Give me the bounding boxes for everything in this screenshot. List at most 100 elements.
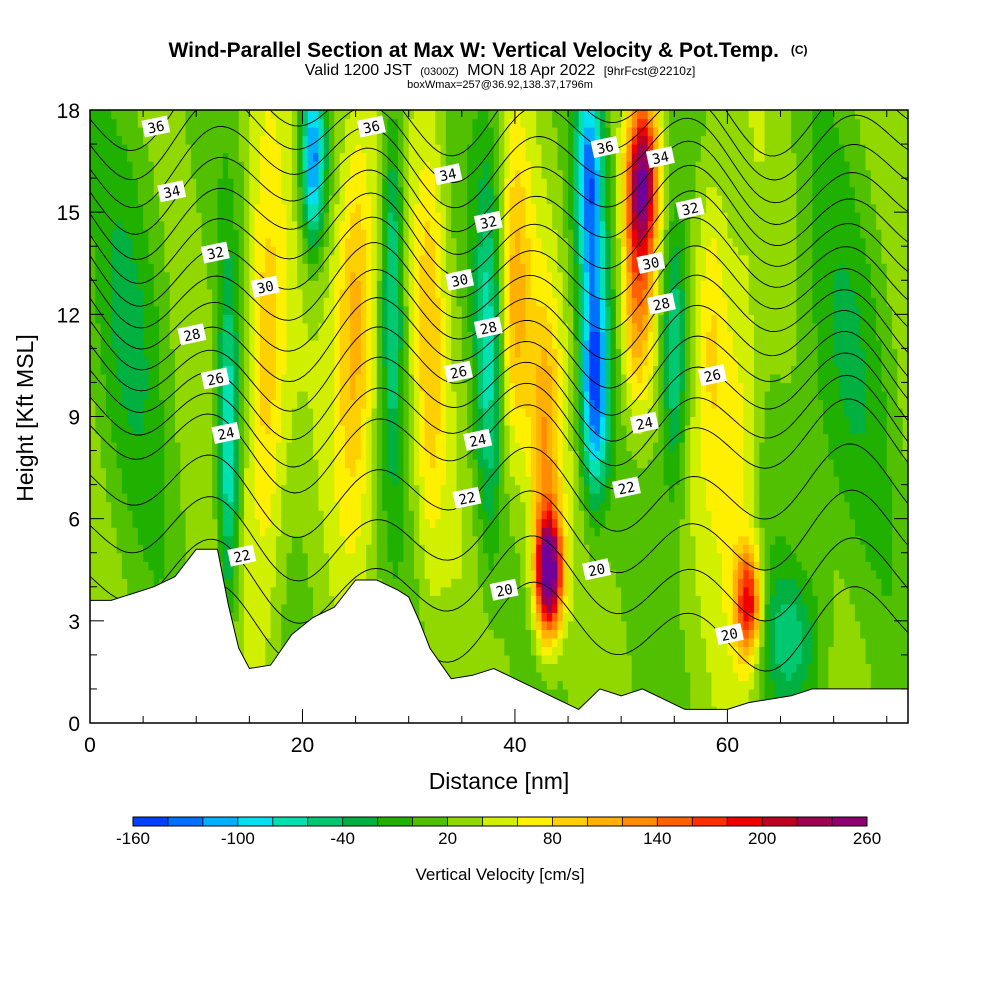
velocity-cell (222, 229, 229, 239)
velocity-cell (429, 356, 436, 367)
velocity-cell (376, 493, 383, 503)
velocity-cell (127, 356, 134, 367)
velocity-cell (424, 595, 431, 605)
velocity-cell (190, 425, 197, 435)
velocity-cell (281, 237, 288, 247)
velocity-cell (313, 331, 319, 341)
velocity-cell (302, 254, 309, 264)
velocity-cell (451, 186, 458, 196)
velocity-cell (339, 442, 346, 452)
velocity-cell (164, 467, 171, 477)
velocity-cell (222, 399, 229, 409)
velocity-cell (398, 484, 404, 494)
velocity-cell (143, 569, 150, 579)
velocity-cell (350, 544, 357, 554)
velocity-cell (414, 110, 420, 120)
velocity-cell (228, 254, 235, 264)
velocity-cell (398, 152, 404, 162)
velocity-cell (387, 229, 394, 239)
velocity-cell (291, 229, 298, 239)
velocity-cell (196, 118, 203, 128)
velocity-cell (382, 552, 389, 562)
velocity-cell (398, 382, 404, 392)
velocity-cell (398, 433, 404, 443)
velocity-cell (265, 484, 272, 494)
velocity-cell (355, 399, 362, 409)
velocity-cell (451, 433, 458, 443)
velocity-cell (159, 552, 165, 562)
velocity-cell (185, 484, 192, 494)
velocity-cell (334, 152, 341, 162)
velocity-cell (281, 110, 288, 120)
velocity-cell (366, 237, 373, 247)
velocity-cell (313, 373, 319, 384)
velocity-cell (127, 178, 134, 188)
velocity-cell (376, 186, 383, 196)
velocity-cell (371, 331, 378, 341)
velocity-cell (387, 144, 394, 154)
velocity-cell (297, 297, 304, 307)
velocity-cell (424, 501, 431, 511)
velocity-cell (201, 195, 208, 205)
velocity-cell (429, 288, 436, 298)
velocity-cell (105, 510, 112, 520)
velocity-cell (392, 271, 399, 281)
velocity-cell (350, 510, 357, 520)
velocity-cell (445, 603, 452, 613)
velocity-cell (212, 510, 219, 520)
velocity-cell (302, 586, 309, 596)
velocity-cell (254, 161, 261, 171)
velocity-cell (116, 467, 123, 477)
velocity-cell (318, 552, 325, 562)
velocity-cell (371, 527, 378, 537)
velocity-cell (318, 127, 325, 137)
velocity-cell (376, 178, 383, 188)
velocity-cell (121, 135, 128, 145)
velocity-cell (259, 442, 266, 452)
velocity-cell (127, 493, 134, 503)
velocity-cell (180, 161, 187, 171)
velocity-cell (159, 561, 165, 571)
velocity-cell (445, 297, 452, 307)
velocity-cell (307, 288, 314, 298)
velocity-cell (95, 552, 102, 562)
velocity-cell (355, 561, 362, 571)
velocity-cell (355, 127, 362, 137)
velocity-cell (121, 229, 128, 239)
velocity-cell (95, 331, 102, 341)
velocity-cell (403, 442, 410, 452)
velocity-cell (137, 178, 144, 188)
velocity-cell (174, 220, 181, 230)
velocity-cell (185, 152, 192, 162)
velocity-cell (414, 459, 420, 469)
velocity-cell (323, 476, 330, 486)
velocity-cell (398, 246, 404, 256)
velocity-cell (424, 459, 431, 469)
velocity-cell (100, 442, 107, 452)
velocity-cell (371, 433, 378, 443)
velocity-cell (254, 535, 261, 545)
velocity-cell (291, 620, 298, 630)
velocity-cell (398, 390, 404, 401)
velocity-cell (153, 433, 160, 443)
velocity-cell (105, 229, 112, 239)
velocity-cell (297, 212, 304, 222)
velocity-cell (217, 161, 224, 171)
velocity-cell (414, 416, 420, 426)
velocity-cell (238, 178, 245, 188)
velocity-cell (201, 407, 208, 418)
velocity-cell (286, 425, 293, 435)
velocity-cell (286, 246, 293, 256)
velocity-cell (244, 110, 250, 120)
velocity-cell (307, 595, 314, 605)
velocity-cell (275, 578, 282, 588)
velocity-cell (435, 144, 442, 154)
velocity-cell (344, 493, 351, 503)
velocity-cell (90, 382, 96, 392)
velocity-cell (265, 118, 272, 128)
velocity-cell (403, 263, 410, 273)
velocity-cell (185, 203, 192, 213)
velocity-cell (440, 186, 447, 196)
velocity-cell (350, 161, 357, 171)
velocity-cell (286, 365, 293, 375)
